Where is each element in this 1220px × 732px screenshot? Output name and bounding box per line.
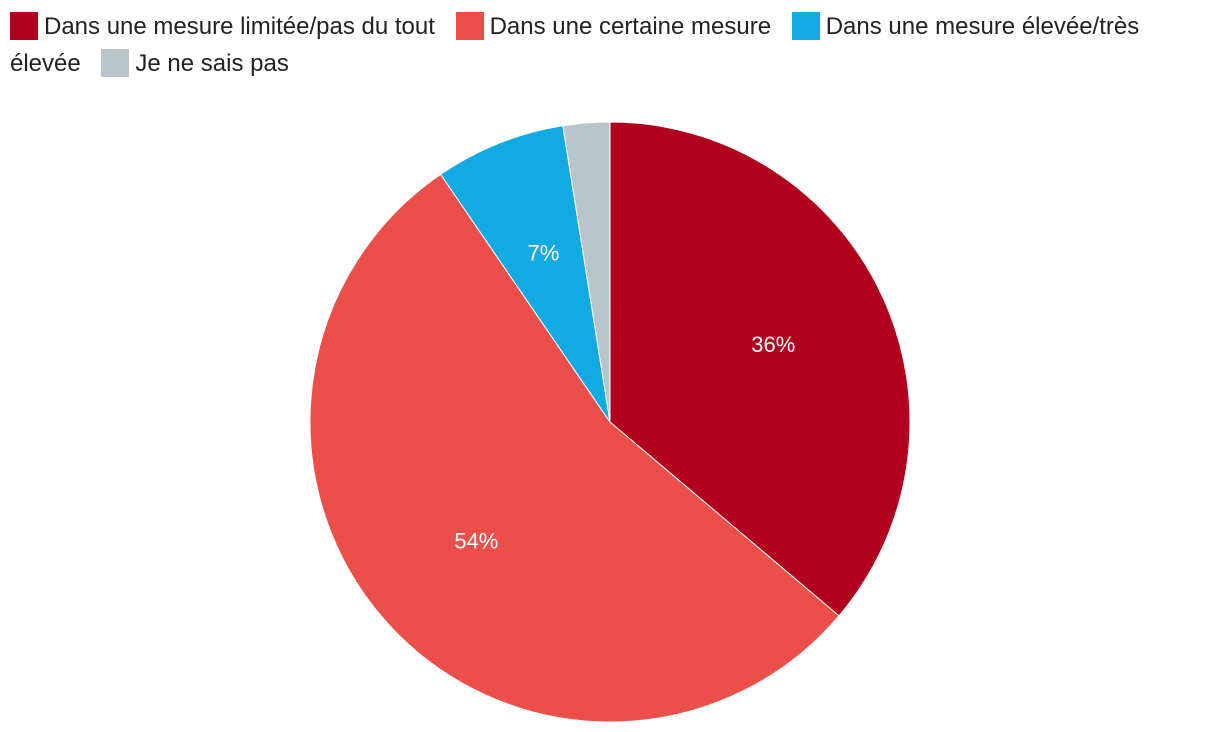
legend: Dans une mesure limitée/pas du tout Dans… [10, 8, 1200, 82]
legend-item-limited[interactable]: Dans une mesure limitée/pas du tout [10, 12, 442, 40]
legend-item-high[interactable]: Dans une mesure élevée/très élevée [10, 12, 1140, 77]
slice-certain[interactable] [309, 173, 840, 723]
legend-item-certain[interactable]: Dans une certaine mesure [455, 12, 778, 40]
legend-swatch [10, 12, 38, 40]
legend-label: Je ne sais pas [135, 50, 289, 77]
slice-data-label: 54% [454, 528, 498, 553]
slice-limited[interactable] [609, 121, 911, 617]
slice-high[interactable] [439, 125, 611, 423]
legend-item-dont-know[interactable]: Je ne sais pas [101, 49, 289, 77]
legend-label: Dans une mesure limitée/pas du tout [44, 13, 435, 40]
slice-data-label: 7% [528, 241, 560, 266]
legend-swatch [455, 12, 484, 40]
slice-dont-know[interactable] [562, 121, 611, 423]
legend-swatch [101, 49, 130, 77]
legend-label: Dans une certaine mesure [489, 13, 772, 40]
slice-data-label: 36% [751, 332, 795, 357]
legend-label: Dans une mesure élevée/très élevée [10, 13, 1140, 77]
legend-swatch [791, 12, 820, 40]
